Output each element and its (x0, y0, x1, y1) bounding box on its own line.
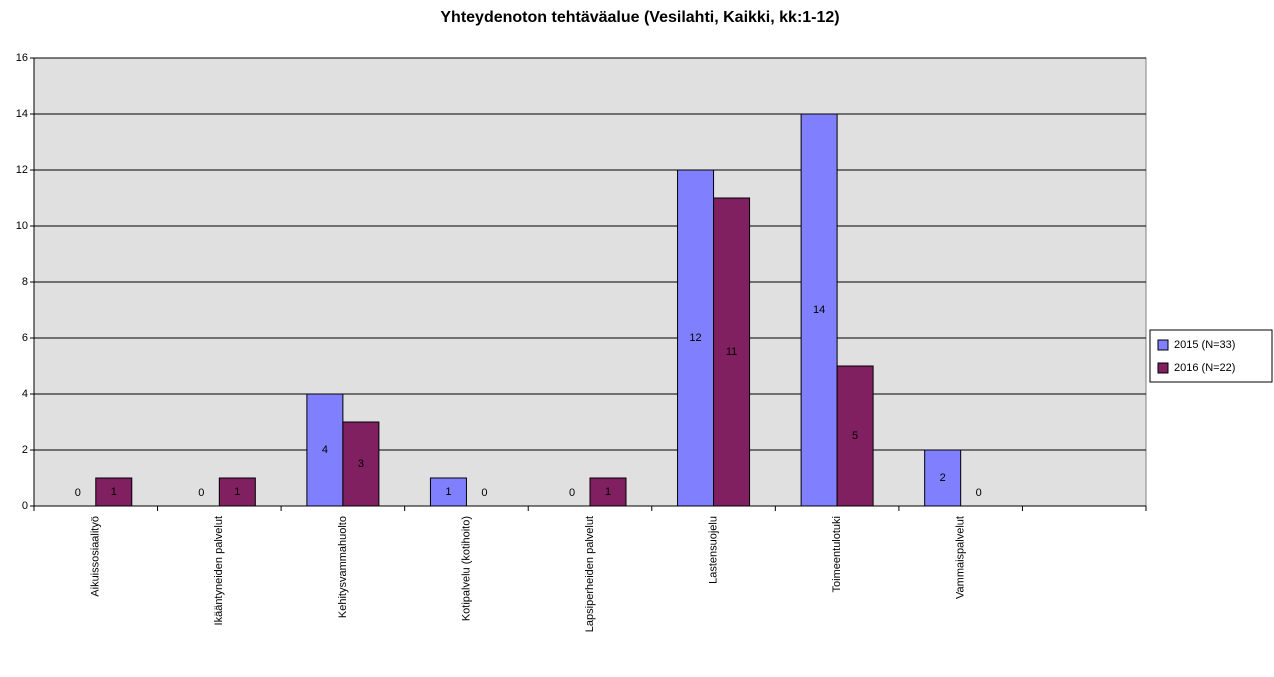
x-tick-label: Lapsiperheiden palvelut (584, 516, 596, 632)
bar (218, 477, 256, 507)
data-label: 5 (852, 430, 858, 442)
y-tick-label: 10 (16, 220, 28, 232)
data-label: 0 (198, 487, 204, 499)
legend-label: 2015 (N=33) (1174, 339, 1235, 351)
x-tick-label: Aikuissosiaalityö (90, 516, 102, 597)
data-label: 1 (445, 486, 451, 498)
bar (342, 421, 380, 507)
data-label: 2 (940, 472, 946, 484)
data-label: 14 (813, 304, 825, 316)
y-tick-label: 14 (16, 108, 28, 120)
legend-label: 2016 (N=22) (1174, 362, 1235, 374)
legend-swatch (1157, 362, 1169, 374)
legend-box (1149, 329, 1273, 383)
x-tick-label: Kehitysvammahuolto (337, 516, 349, 618)
x-tick-label: Vammaispalvelut (955, 516, 967, 599)
y-tick-label: 6 (22, 332, 28, 344)
data-label: 0 (569, 487, 575, 499)
y-tick-label: 16 (16, 52, 28, 64)
x-tick-label: Kotipalvelu (kotihoito) (460, 516, 472, 621)
x-tick-label: Toimeentulotuki (831, 516, 843, 592)
bar (713, 197, 751, 507)
bar (924, 449, 962, 507)
data-label: 4 (322, 444, 328, 456)
bar (95, 477, 133, 507)
data-label: 0 (75, 487, 81, 499)
x-tick-label: Ikääntyneiden palvelut (213, 516, 225, 625)
y-tick-label: 0 (22, 500, 28, 512)
bar (836, 365, 874, 507)
data-label: 1 (234, 486, 240, 498)
data-label: 3 (358, 458, 364, 470)
bar (429, 477, 467, 507)
legend-swatch (1157, 339, 1169, 351)
y-tick-label: 2 (22, 444, 28, 456)
data-label: 0 (976, 487, 982, 499)
data-label: 0 (481, 487, 487, 499)
data-label: 12 (689, 332, 701, 344)
bar (800, 113, 838, 507)
x-tick-label: Lastensuojelu (707, 516, 719, 584)
data-label: 1 (605, 486, 611, 498)
bar (589, 477, 627, 507)
y-tick-label: 12 (16, 164, 28, 176)
chart-title: Yhteydenoton tehtäväalue (Vesilahti, Kai… (440, 9, 839, 26)
bar (677, 169, 715, 507)
data-label: 1 (111, 486, 117, 498)
y-tick-label: 8 (22, 276, 28, 288)
data-label: 11 (726, 346, 737, 358)
y-tick-label: 4 (22, 388, 28, 400)
bar (306, 393, 344, 507)
